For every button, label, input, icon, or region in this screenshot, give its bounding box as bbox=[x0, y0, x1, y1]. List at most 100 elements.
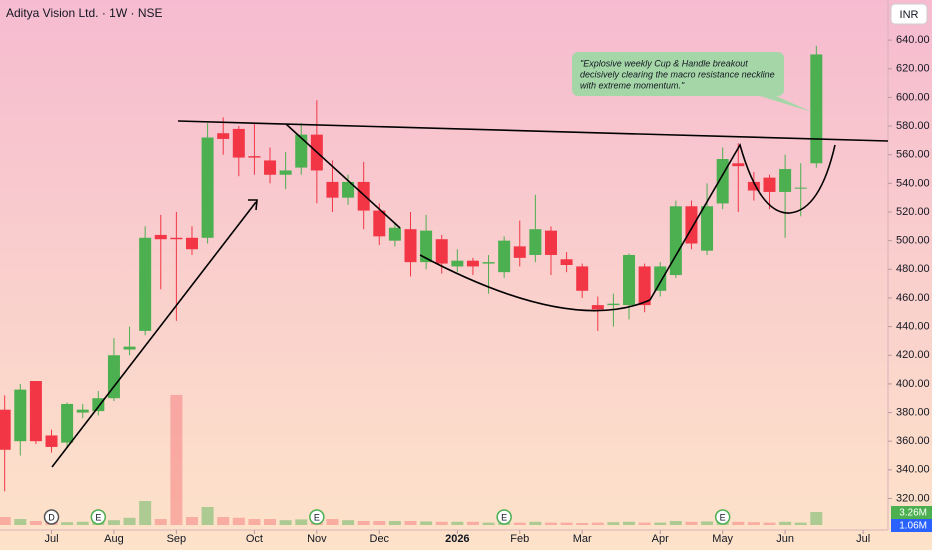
y-tick-label: 520.00 bbox=[896, 206, 930, 218]
y-tick-label: 640.00 bbox=[896, 34, 930, 46]
x-tick-label: Jul bbox=[856, 533, 870, 545]
candle-body bbox=[420, 230, 433, 263]
event-label: E bbox=[720, 512, 726, 522]
event-marker[interactable] bbox=[309, 509, 325, 525]
y-tick-label: 340.00 bbox=[896, 464, 930, 476]
event-marker[interactable] bbox=[714, 509, 731, 525]
candle-body bbox=[544, 230, 557, 255]
volume-bar bbox=[810, 511, 823, 525]
handle-curve bbox=[649, 142, 836, 301]
volume-bar bbox=[482, 522, 495, 525]
event-marker[interactable] bbox=[43, 509, 60, 525]
annotation: "Explosive weekly Cup & Handle breakoutd… bbox=[572, 52, 812, 112]
candle-body bbox=[794, 187, 807, 189]
candle-body bbox=[326, 181, 339, 198]
volume-bar bbox=[185, 517, 198, 525]
volume-bar bbox=[591, 522, 604, 525]
volume-bar bbox=[420, 521, 433, 525]
candle-body bbox=[810, 54, 823, 164]
currency: INR bbox=[900, 9, 919, 21]
volume-bar bbox=[560, 522, 573, 525]
cup-curve bbox=[419, 254, 651, 312]
volume-bar bbox=[61, 522, 74, 525]
volume-bar bbox=[701, 521, 714, 525]
event-marker[interactable] bbox=[90, 509, 107, 525]
annotation-text: with extreme momentum." bbox=[580, 80, 685, 90]
candle-body bbox=[76, 409, 89, 413]
candle-body bbox=[529, 229, 542, 255]
candle-body bbox=[388, 227, 401, 241]
candle-body bbox=[154, 234, 167, 240]
volume-bar bbox=[232, 517, 245, 525]
candle-body bbox=[435, 239, 448, 264]
volume-bar bbox=[388, 521, 401, 525]
x-tick-label: Aug bbox=[104, 533, 124, 545]
volume-bar bbox=[623, 521, 636, 525]
volume-average-label: 1.06M bbox=[899, 521, 927, 532]
volume-bar bbox=[264, 519, 277, 525]
x-tick-label: Nov bbox=[307, 533, 327, 545]
event-marker[interactable] bbox=[496, 509, 512, 525]
candle-body bbox=[107, 355, 120, 399]
annotation-pointer bbox=[760, 96, 812, 112]
volume-bar bbox=[107, 520, 120, 525]
volume-last-label: 3.26M bbox=[899, 508, 927, 519]
candle-body bbox=[373, 210, 386, 237]
x-tick-label: Mar bbox=[573, 533, 592, 545]
volume-bar bbox=[357, 521, 370, 525]
volume-bar bbox=[451, 521, 464, 525]
candle-body bbox=[295, 134, 308, 168]
volume-bar bbox=[326, 519, 339, 525]
candle-body bbox=[482, 262, 495, 264]
candle-body bbox=[685, 206, 698, 244]
candle-body bbox=[404, 229, 417, 263]
candle-body bbox=[747, 181, 760, 191]
x-tick-label: Jun bbox=[776, 533, 794, 545]
candle-body bbox=[170, 237, 183, 240]
candle-body bbox=[139, 237, 152, 331]
candle-body bbox=[342, 181, 355, 198]
event-label: D bbox=[48, 512, 55, 522]
annotation-box bbox=[572, 52, 784, 96]
candle-body bbox=[201, 137, 214, 238]
volume-bar bbox=[747, 522, 760, 525]
x-tick-label: Oct bbox=[246, 533, 263, 545]
annotation-text: "Explosive weekly Cup & Handle breakout bbox=[580, 58, 748, 68]
volume-bar bbox=[529, 521, 542, 525]
candle-body bbox=[669, 206, 682, 276]
volume-bar bbox=[404, 521, 417, 525]
candle-body bbox=[591, 305, 604, 310]
volume-bar bbox=[607, 522, 620, 525]
candle-body bbox=[92, 398, 105, 412]
volume-bar bbox=[435, 521, 448, 525]
trend-arrow bbox=[51, 201, 257, 468]
x-tick-label: May bbox=[712, 533, 733, 545]
candle-body bbox=[29, 381, 42, 442]
y-tick-label: 420.00 bbox=[896, 349, 930, 361]
neckline bbox=[177, 120, 889, 142]
currency-box[interactable] bbox=[890, 3, 928, 25]
y-tick-label: 380.00 bbox=[896, 406, 930, 418]
event-label: E bbox=[501, 512, 507, 522]
volume-bar bbox=[170, 395, 183, 525]
volume-bar bbox=[576, 523, 589, 525]
x-tick-label: Jul bbox=[44, 533, 58, 545]
x-tick-label: Sep bbox=[167, 533, 187, 545]
y-tick-label: 620.00 bbox=[896, 63, 930, 75]
y-tick-label: 580.00 bbox=[896, 120, 930, 132]
event-label: E bbox=[95, 512, 101, 522]
volume-bar bbox=[794, 522, 807, 525]
candle-body bbox=[185, 237, 198, 250]
candle-body bbox=[217, 133, 230, 139]
y-tick-label: 460.00 bbox=[896, 292, 930, 304]
volume-bar bbox=[732, 521, 745, 525]
volume-bar bbox=[373, 521, 386, 525]
volume-bar bbox=[763, 522, 776, 525]
volume-bar bbox=[139, 501, 152, 525]
candle-body bbox=[560, 259, 573, 265]
y-tick-label: 360.00 bbox=[896, 435, 930, 447]
volume-bar bbox=[685, 521, 698, 525]
volume-bar bbox=[154, 519, 167, 525]
